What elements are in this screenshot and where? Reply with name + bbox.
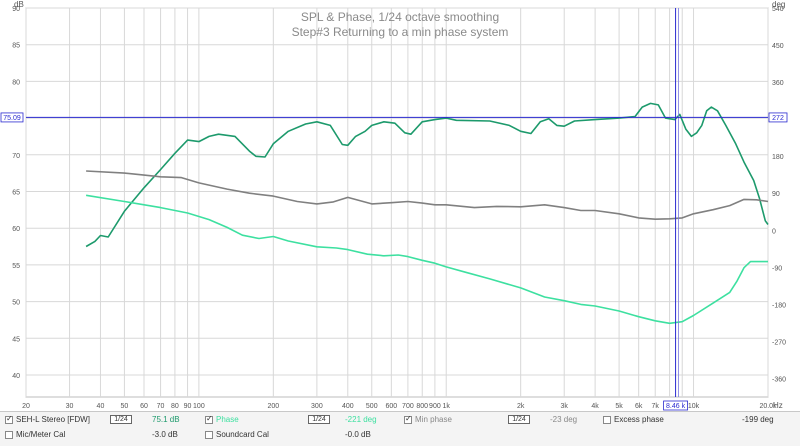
cursor-freq-label-box <box>663 400 688 411</box>
cursor-phase-label-box <box>768 112 788 123</box>
right-tick-label: 450 <box>772 43 784 50</box>
x-tick-label: 2k <box>517 403 525 410</box>
x-tick-label: 70 <box>157 403 165 410</box>
x-tick-label: 30 <box>66 403 74 410</box>
x-tick-label: 20.0k <box>759 403 777 410</box>
left-axis-unit: dB <box>14 0 24 9</box>
x-tick-label: 1k <box>443 403 451 410</box>
excess-phase-label: Excess phase <box>614 415 664 424</box>
phase-label: Phase <box>216 415 239 424</box>
y-tick-label: 65 <box>12 189 20 196</box>
right-tick-label: 90 <box>772 191 780 198</box>
series-phase-line <box>85 194 768 325</box>
soundcard-cal-value: -0.0 dB <box>345 430 371 439</box>
x-tick-label: 60 <box>140 403 148 410</box>
x-tick-label: 200 <box>267 403 279 410</box>
x-axis-unit: Hz <box>773 401 783 410</box>
right-tick-label: -270 <box>772 339 786 346</box>
x-tick-label: 700 <box>402 403 414 410</box>
spl-phase-chart[interactable]: 20 30 40 50 60 70 80 90 100 200 300 400 500 600 700 800… <box>0 0 800 411</box>
series-seh-l-stereo-fdw-line <box>85 102 769 248</box>
x-tick-label: 500 <box>366 403 378 410</box>
x-tick-label: 90 <box>184 403 192 410</box>
x-tick-label: 100 <box>193 403 205 410</box>
y-tick-label: 55 <box>12 263 20 270</box>
x-tick-label: 5k <box>615 403 623 410</box>
chart-title: SPL & Phase, 1/24 octave smoothing <box>301 10 499 24</box>
x-tick-label: 800 <box>416 403 428 410</box>
min-phase-label: Min phase <box>415 415 452 424</box>
y-tick-label: 50 <box>12 300 20 307</box>
soundcard-cal-checkbox[interactable] <box>205 431 213 439</box>
grid-lines <box>25 7 769 398</box>
x-tick-label: 10k <box>688 403 700 410</box>
x-tick-label: 80 <box>171 403 179 410</box>
x-tick-label: 6k <box>635 403 643 410</box>
soundcard-cal-label: Soundcard Cal <box>216 430 269 439</box>
y-tick-label: 90 <box>12 6 20 13</box>
cursor-lines[interactable]: 75.09 272 8.46 k <box>0 8 788 411</box>
cursor-freq-label: 8.46 k <box>666 403 686 410</box>
min-phase-checkbox[interactable] <box>404 414 412 424</box>
right-tick-label: -360 <box>772 376 786 383</box>
seh-l-label: SEH-L Stereo [FDW] <box>16 415 90 424</box>
min-phase-value: -23 deg <box>550 415 578 424</box>
min-phase-smoothing[interactable]: 1/24 <box>508 415 530 424</box>
phase-value: -221 deg <box>345 415 377 424</box>
right-tick-label: 540 <box>772 6 784 13</box>
cursor-level-label: 75.09 <box>3 115 21 122</box>
x-tick-label: 300 <box>311 403 323 410</box>
phase-smoothing[interactable]: 1/24 <box>308 415 330 424</box>
legend-panel: SEH-L Stereo [FDW] 1/24 75.1 dB Phase 1/… <box>0 411 800 446</box>
y-tick-label: 40 <box>12 373 20 380</box>
seh-l-checkbox[interactable] <box>5 414 13 424</box>
phase-checkbox[interactable] <box>205 414 213 424</box>
x-tick-label: 900 <box>429 403 441 410</box>
right-tick-label: -90 <box>772 265 782 272</box>
chart-subtitle: Step#3 Returning to a min phase system <box>292 25 509 39</box>
x-tick-label: 20 <box>22 403 30 410</box>
x-tick-label: 400 <box>342 403 354 410</box>
seh-l-value: 75.1 dB <box>152 415 180 424</box>
right-tick-label: 0 <box>772 228 776 235</box>
right-tick-label: 180 <box>772 154 784 161</box>
y-tick-label: 60 <box>12 226 20 233</box>
y-tick-label: 85 <box>12 43 20 50</box>
cursor-level-label-box <box>0 112 24 123</box>
mic-meter-cal-checkbox[interactable] <box>5 431 13 439</box>
x-tick-label: 600 <box>385 403 397 410</box>
data-curves <box>85 102 769 325</box>
x-tick-label: 3k <box>561 403 569 410</box>
x-tick-label: 40 <box>97 403 105 410</box>
plot-background <box>0 0 800 411</box>
y-tick-label: 80 <box>12 79 20 86</box>
series-min-phase-line <box>86 170 769 220</box>
excess-phase-value: -199 deg <box>742 415 774 424</box>
x-tick-label: 7k <box>652 403 660 410</box>
y-tick-label: 45 <box>12 336 20 343</box>
tick-labels: 20 30 40 50 60 70 80 90 100 200 300 400 500 600 700 800… <box>12 6 786 410</box>
y-tick-label: 70 <box>12 153 20 160</box>
excess-phase-checkbox[interactable] <box>603 416 611 424</box>
seh-l-smoothing[interactable]: 1/24 <box>110 415 132 424</box>
right-tick-label: 360 <box>772 80 784 87</box>
right-tick-label: -180 <box>772 302 786 309</box>
right-axis-unit: deg <box>772 0 785 9</box>
x-tick-label: 50 <box>121 403 129 410</box>
mic-meter-cal-value: -3.0 dB <box>152 430 178 439</box>
cursor-phase-label: 272 <box>772 115 784 122</box>
mic-meter-cal-label: Mic/Meter Cal <box>16 430 66 439</box>
x-tick-label: 4k <box>591 403 599 410</box>
